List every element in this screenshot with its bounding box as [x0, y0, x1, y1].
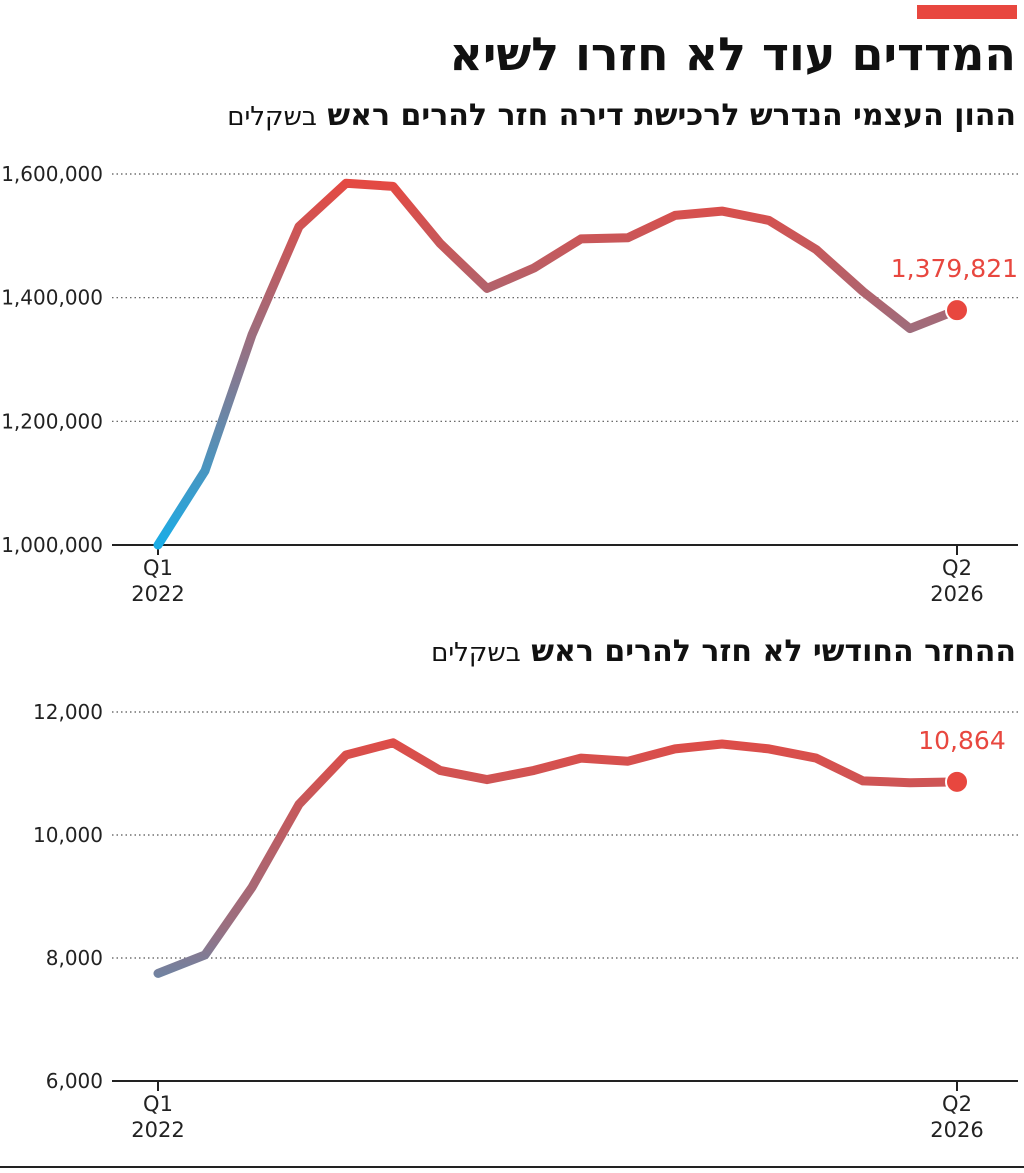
chart-2-unit: בשקלים	[431, 638, 521, 668]
x-tick-label-quarter: Q2	[942, 556, 972, 580]
x-tick-label-year: 2022	[131, 1118, 184, 1142]
y-tick-label: 10,000	[33, 823, 103, 847]
y-tick-label: 1,000,000	[1, 533, 103, 557]
series-line	[153, 178, 962, 550]
chart-1-title: ההון העצמי הנדרש לרכישת דירה חזר להרים ר…	[327, 98, 1016, 133]
accent-bar	[917, 5, 1017, 19]
chart-1-subtitle: ההון העצמי הנדרש לרכישת דירה חזר להרים ר…	[227, 96, 1016, 137]
equity-required-chart: 1,000,0001,200,0001,400,0001,600,000Q120…	[1, 162, 1018, 606]
last-point-marker	[945, 769, 969, 794]
y-tick-label: 1,400,000	[1, 286, 103, 310]
x-tick-label-year: 2022	[131, 582, 184, 606]
last-point-marker	[945, 298, 969, 323]
last-value-label: 1,379,821	[891, 254, 1018, 283]
chart-2-title: ההחזר החודשי לא חזר להרים ראש	[531, 634, 1016, 669]
y-tick-label: 1,200,000	[1, 409, 103, 433]
page-title: המדדים עוד לא חזרו לשיא	[449, 27, 1016, 81]
y-tick-label: 6,000	[46, 1069, 103, 1093]
x-tick-label-quarter: Q2	[942, 1092, 972, 1116]
bottom-rule	[0, 1166, 1024, 1168]
chart-2-subtitle: ההחזר החודשי לא חזר להרים ראש בשקלים	[431, 632, 1016, 673]
x-tick-label-quarter: Q1	[143, 1092, 173, 1116]
chart-1-unit: בשקלים	[227, 102, 317, 132]
x-tick-label-year: 2026	[930, 582, 983, 606]
y-tick-label: 8,000	[46, 946, 103, 970]
series-line	[153, 738, 962, 978]
y-tick-label: 12,000	[33, 700, 103, 724]
x-tick-label-quarter: Q1	[143, 556, 173, 580]
x-tick-label-year: 2026	[930, 1118, 983, 1142]
last-value-label: 10,864	[918, 726, 1005, 755]
y-tick-label: 1,600,000	[1, 162, 103, 186]
